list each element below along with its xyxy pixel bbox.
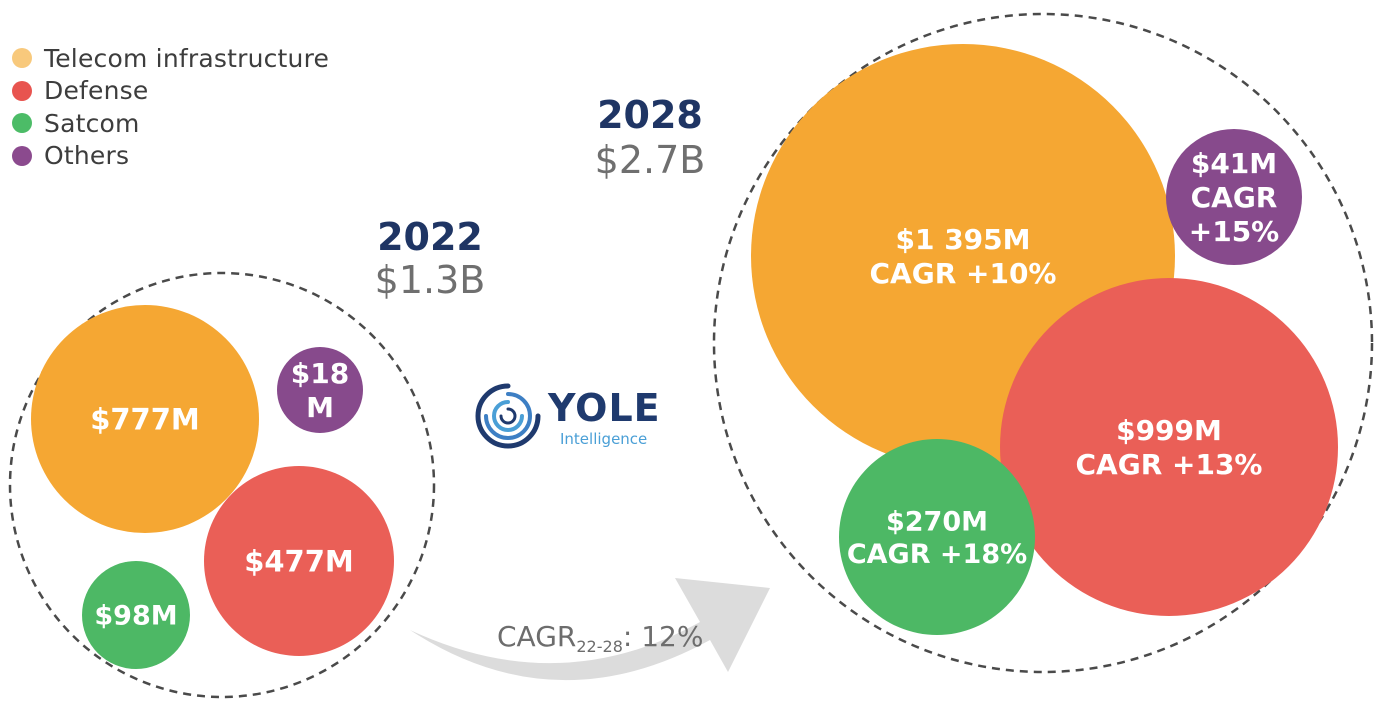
bubble-2028-defense — [1000, 278, 1338, 616]
bubble-2028-satcom — [839, 439, 1035, 635]
bubble-value-label: $41M — [1191, 147, 1277, 180]
bubble-2022-telecom — [31, 305, 259, 533]
bubble-value-label: $18 — [291, 357, 349, 390]
total-2028: $2.7B — [594, 138, 706, 182]
legend-swatch — [12, 113, 32, 134]
bubble-cagr-label: M — [306, 391, 334, 424]
legend-item: Satcom — [12, 107, 329, 140]
legend-item: Defense — [12, 75, 329, 108]
bubble-2022-satcom — [82, 561, 190, 669]
yole-logo-icon — [475, 383, 541, 449]
growth-arrow — [410, 578, 770, 681]
legend-label: Telecom infrastructure — [44, 43, 330, 73]
bubble-2028-others — [1166, 129, 1302, 265]
legend: Telecom infrastructure Defense Satcom Other… — [12, 42, 329, 172]
bubble-cagr-label: CAGR +13% — [1076, 448, 1263, 481]
legend-label: Defense — [44, 76, 149, 106]
legend-label: Others — [44, 141, 130, 171]
year-2022-title: 2022 — [377, 215, 483, 259]
bubble-2022-defense — [204, 466, 394, 656]
legend-swatch — [12, 80, 32, 101]
logo-wordmark: YOLE — [548, 386, 661, 430]
bubble-2022-others — [277, 347, 363, 433]
legend-swatch — [12, 145, 32, 166]
bubble-value-label: $270M — [886, 506, 988, 537]
bubble-value-label: $999M — [1116, 414, 1222, 447]
legend-label: Satcom — [44, 108, 140, 138]
cagr-overall-label: CAGR22-28: 12% — [497, 620, 704, 656]
bubble-cagr-label: +15% — [1189, 215, 1279, 248]
group-2022-boundary — [8, 271, 436, 699]
bubble-cagr-label: CAGR +18% — [847, 539, 1027, 570]
group-2028-boundary — [712, 12, 1374, 674]
total-2022: $1.3B — [374, 258, 486, 302]
logo-subtitle: Intelligence — [560, 430, 648, 448]
bubble-value-label: $477M — [244, 544, 354, 578]
legend-item: Others — [12, 140, 329, 173]
year-2028-title: 2028 — [597, 93, 703, 137]
bubble-value-label: $777M — [90, 402, 200, 436]
yole-logo: YOLE Intelligence — [470, 380, 670, 452]
bubble-value-label: $1 395M — [895, 223, 1030, 256]
legend-item: Telecom infrastructure — [12, 42, 329, 75]
legend-swatch — [12, 48, 32, 69]
bubble-value-label: $98M — [94, 601, 177, 632]
bubble-cagr-label: CAGR +10% — [870, 257, 1057, 290]
bubble-cagr-label: CAGR — [1191, 181, 1278, 214]
